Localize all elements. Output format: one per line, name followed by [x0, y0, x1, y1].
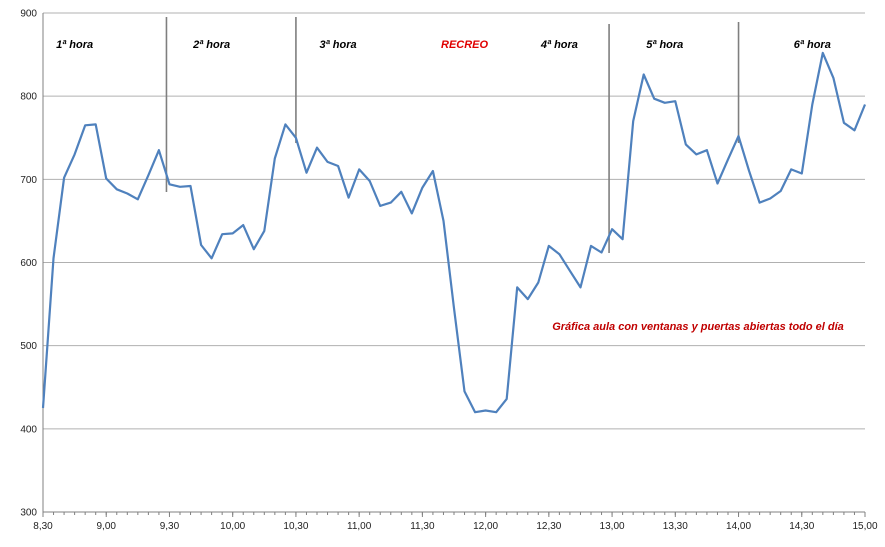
x-tick-label: 8,30: [33, 521, 53, 532]
y-tick-label: 700: [20, 175, 37, 186]
period-label: 6ª hora: [794, 39, 831, 51]
period-label: 5ª hora: [646, 39, 683, 51]
y-tick-label: 300: [20, 508, 37, 519]
x-tick-label: 15,00: [852, 521, 877, 532]
y-tick-label: 800: [20, 92, 37, 103]
y-tick-label: 400: [20, 424, 37, 435]
y-tick-label: 500: [20, 341, 37, 352]
x-tick-label: 14,00: [726, 521, 751, 532]
x-tick-label: 9,00: [96, 521, 116, 532]
chart-annotation: Gráfica aula con ventanas y puertas abie…: [552, 321, 844, 333]
period-label: 4ª hora: [540, 39, 578, 51]
x-tick-label: 12,00: [473, 521, 498, 532]
period-label: 2ª hora: [192, 39, 230, 51]
x-tick-label: 13,00: [600, 521, 625, 532]
x-tick-label: 13,30: [663, 521, 688, 532]
x-tick-label: 11,00: [347, 521, 372, 532]
x-tick-label: 11,30: [410, 521, 435, 532]
period-label: RECREO: [441, 39, 489, 51]
period-label: 1ª hora: [56, 39, 93, 51]
x-tick-label: 12,30: [536, 521, 561, 532]
x-tick-label: 9,30: [160, 521, 180, 532]
y-tick-label: 600: [20, 258, 37, 269]
period-label: 3ª hora: [320, 39, 357, 51]
x-tick-label: 14,30: [789, 521, 814, 532]
series-line: [41, 51, 867, 414]
x-tick-label: 10,30: [283, 521, 308, 532]
y-tick-label: 900: [20, 9, 37, 20]
x-tick-label: 10,00: [220, 521, 245, 532]
